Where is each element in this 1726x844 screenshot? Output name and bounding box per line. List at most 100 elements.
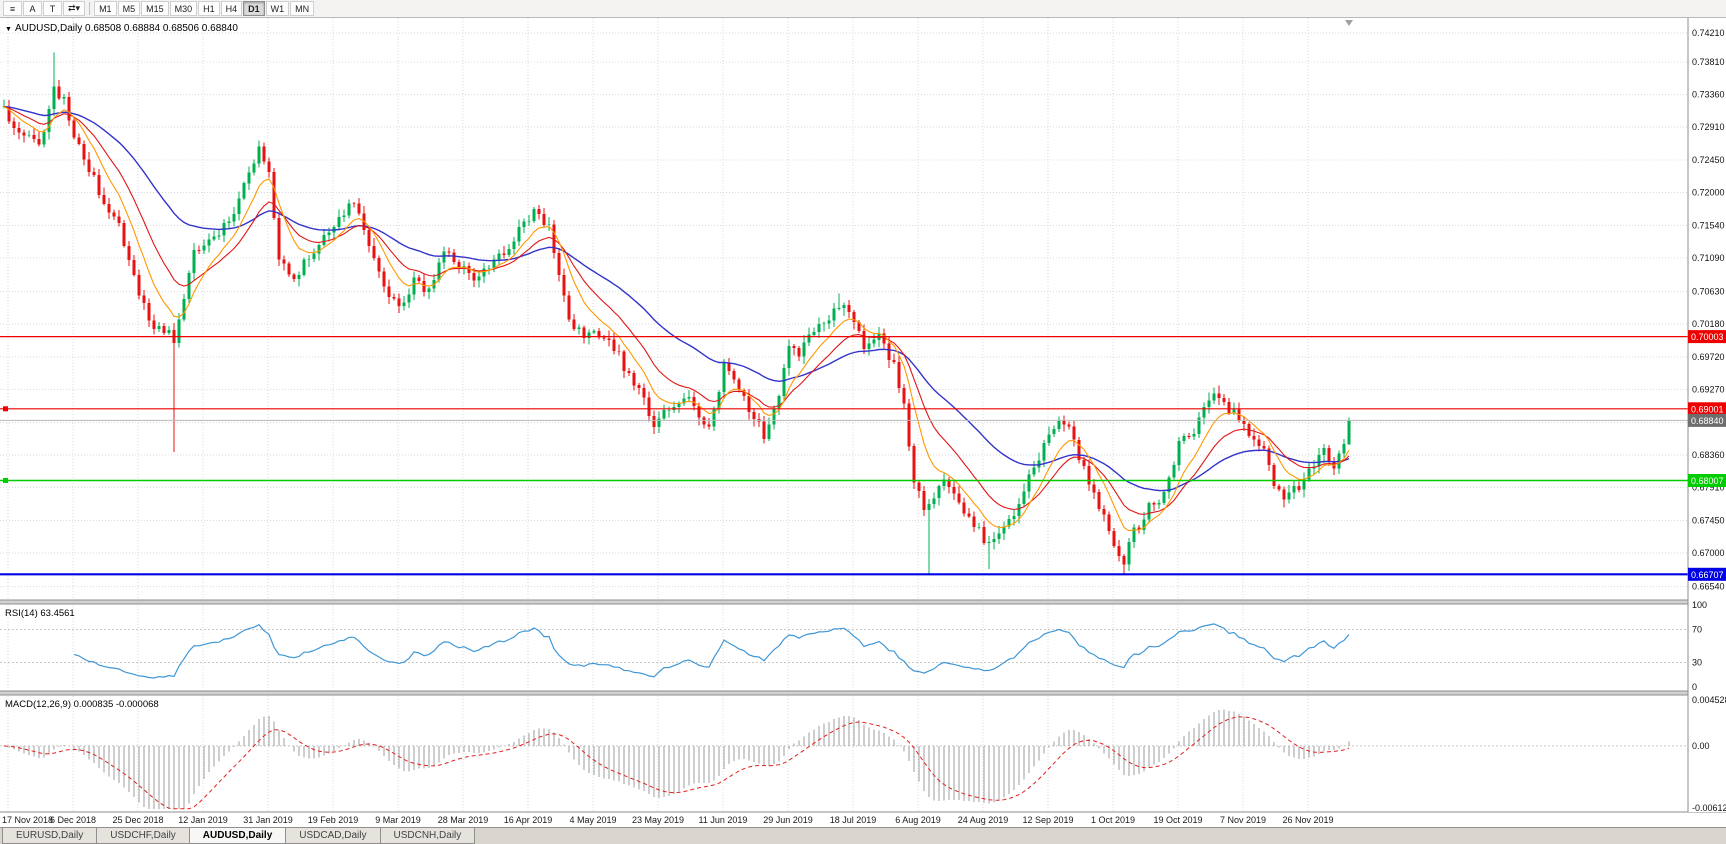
date-label: 6 Aug 2019 — [895, 815, 941, 825]
moving-averages — [3, 105, 1350, 532]
svg-text:0.72910: 0.72910 — [1692, 122, 1725, 132]
svg-text:0.71090: 0.71090 — [1692, 253, 1725, 263]
hline-handle[interactable] — [3, 406, 8, 412]
date-label: 31 Jan 2019 — [243, 815, 293, 825]
timeframe-button-m1[interactable]: M1 — [94, 1, 117, 16]
svg-text:0.69720: 0.69720 — [1692, 352, 1725, 362]
svg-text:0.00: 0.00 — [1692, 741, 1710, 751]
svg-text:0.72450: 0.72450 — [1692, 155, 1725, 165]
ma-slow-line — [3, 105, 1350, 492]
timeframe-button-h4[interactable]: H4 — [220, 1, 243, 16]
horizontal-lines — [0, 336, 1688, 576]
toolbar: ≡ A T ⇄▾ M1 M5 M15 M30 H1 H4 D1 W1 MN — [0, 0, 1726, 18]
date-label: 29 Jun 2019 — [763, 815, 813, 825]
candlesticks — [2, 52, 1351, 574]
svg-text:0: 0 — [1692, 682, 1697, 692]
chart-tab-bar: EURUSD,Daily USDCHF,Daily AUDUSD,Daily USDC… — [0, 827, 1726, 844]
timeframe-button-w1[interactable]: W1 — [265, 1, 290, 16]
chart-title: AUDUSD,Daily 0.68508 0.68884 0.68506 0.6… — [15, 23, 238, 34]
price-badge-0.69001: 0.69001 — [1688, 402, 1726, 416]
date-label: 28 Mar 2019 — [438, 815, 489, 825]
chart-tab-usdchf[interactable]: USDCHF,Daily — [96, 828, 190, 844]
svg-text:0.68840: 0.68840 — [1691, 416, 1724, 426]
date-label: 18 Jul 2019 — [830, 815, 877, 825]
timeframe-button-h1[interactable]: H1 — [198, 1, 220, 16]
timeframe-button-m15[interactable]: M15 — [141, 1, 169, 16]
chart-tab-eurusd[interactable]: EURUSD,Daily — [2, 828, 98, 844]
svg-text:0.66707: 0.66707 — [1691, 570, 1724, 580]
separator-rsi-macd — [0, 691, 1726, 695]
date-label: 19 Feb 2019 — [308, 815, 359, 825]
toolbar-separator — [89, 2, 91, 15]
chart-list-icon[interactable]: ≡ — [3, 1, 22, 16]
chart-tab-usdcnh[interactable]: USDCNH,Daily — [379, 828, 476, 844]
svg-text:0.66540: 0.66540 — [1692, 581, 1725, 591]
svg-text:0.68007: 0.68007 — [1691, 476, 1724, 486]
date-label: 9 Mar 2019 — [375, 815, 421, 825]
svg-text:0.73360: 0.73360 — [1692, 89, 1725, 99]
rsi-indicator-label: RSI(14) 63.4561 — [5, 608, 75, 619]
date-label: 12 Jan 2019 — [178, 815, 228, 825]
chart-tab-usdcad[interactable]: USDCAD,Daily — [285, 828, 381, 844]
date-label: 25 Dec 2018 — [112, 815, 163, 825]
svg-text:0.70003: 0.70003 — [1691, 332, 1724, 342]
date-label: 11 Jun 2019 — [699, 815, 748, 825]
date-label: 24 Aug 2019 — [958, 815, 1009, 825]
svg-text:0.69001: 0.69001 — [1691, 404, 1724, 414]
svg-text:-0.006122: -0.006122 — [1692, 803, 1726, 813]
svg-text:0.70630: 0.70630 — [1692, 286, 1725, 296]
timeframe-button-d1[interactable]: D1 — [243, 1, 265, 16]
svg-text:0.67000: 0.67000 — [1692, 548, 1725, 558]
ma-medium-line — [3, 105, 1350, 516]
price-badge-0.66707: 0.66707 — [1688, 567, 1726, 581]
time-axis[interactable] — [0, 812, 1726, 827]
svg-text:0.69270: 0.69270 — [1692, 384, 1725, 394]
date-label: 1 Oct 2019 — [1091, 815, 1135, 825]
price-badge-0.70003: 0.70003 — [1688, 330, 1726, 344]
svg-text:70: 70 — [1692, 625, 1702, 635]
svg-text:0.68360: 0.68360 — [1692, 450, 1725, 460]
svg-text:0.73810: 0.73810 — [1692, 57, 1725, 67]
timeframe-button-m5[interactable]: M5 — [117, 1, 141, 16]
date-label: 7 Nov 2019 — [1220, 815, 1266, 825]
date-label: 17 Nov 2018 — [2, 815, 53, 825]
rsi-line — [73, 623, 1350, 679]
svg-text:0.70180: 0.70180 — [1692, 319, 1725, 329]
svg-text:30: 30 — [1692, 657, 1702, 667]
chart-tab-audusd[interactable]: AUDUSD,Daily — [188, 828, 287, 844]
svg-text:0.72000: 0.72000 — [1692, 188, 1725, 198]
macd-indicator-label: MACD(12,26,9) 0.000835 -0.000068 — [5, 699, 159, 710]
date-label: 16 Apr 2019 — [504, 815, 553, 825]
ma-fast-line — [3, 105, 1350, 532]
hline-handle[interactable] — [3, 478, 8, 483]
date-label: 4 May 2019 — [569, 815, 616, 825]
panel-separators[interactable] — [0, 599, 1726, 696]
annotate-a-icon[interactable]: A — [23, 1, 42, 16]
rsi-level-lines — [0, 629, 1688, 663]
svg-text:0.004528: 0.004528 — [1692, 695, 1726, 705]
date-label: 6 Dec 2018 — [50, 815, 96, 825]
date-label: 19 Oct 2019 — [1153, 815, 1202, 825]
date-label: 12 Sep 2019 — [1022, 815, 1073, 825]
chart-shift-marker[interactable] — [1345, 20, 1353, 26]
axis-labels: 0.74210 0.73810 0.73360 0.72910 0.72450 0.720… — [1692, 28, 1726, 813]
separator-chart-rsi — [0, 600, 1726, 604]
grid — [0, 18, 1688, 812]
objects-collapse-icon[interactable]: ▼ — [5, 26, 12, 33]
macd-signal-line — [3, 716, 1350, 810]
current-price-badge: 0.68840 — [1688, 413, 1726, 427]
svg-text:0.67910: 0.67910 — [1692, 483, 1725, 493]
svg-text:0.71540: 0.71540 — [1692, 221, 1725, 231]
timeframe-button-mn[interactable]: MN — [290, 1, 315, 16]
macd-histogram — [8, 709, 1350, 809]
svg-text:100: 100 — [1692, 600, 1707, 610]
timeframe-button-m30[interactable]: M30 — [169, 1, 198, 16]
svg-text:0.74210: 0.74210 — [1692, 28, 1725, 38]
annotate-text-icon[interactable]: T — [43, 1, 62, 16]
cursor-mode-icon[interactable]: ⇄▾ — [63, 1, 86, 16]
date-label: 26 Nov 2019 — [1282, 815, 1333, 825]
date-label: 23 May 2019 — [632, 815, 684, 825]
